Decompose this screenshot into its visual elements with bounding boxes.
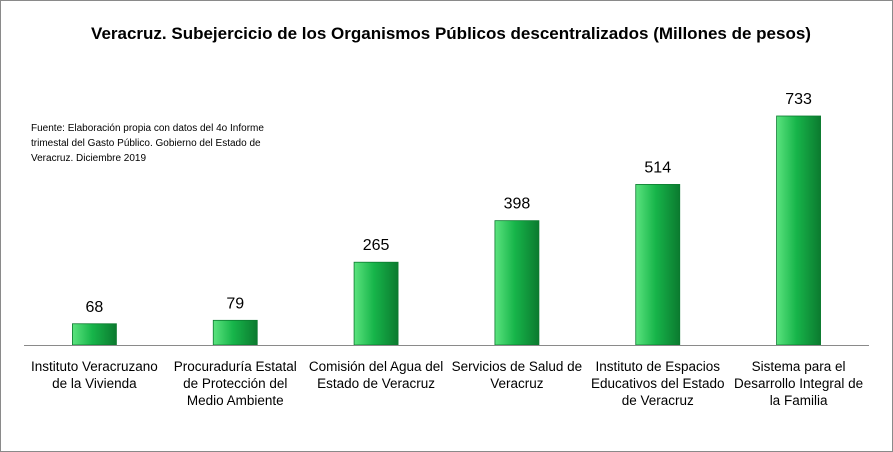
category-label-6: Sistema para el Desarrollo Integral de l… (734, 359, 864, 408)
chart-title: Veracruz. Subejercicio de los Organismos… (91, 24, 811, 43)
category-label-1: Instituto Veracruzano de la Vivienda (30, 359, 158, 391)
bar-1 (72, 323, 117, 346)
data-label-2: 79 (226, 295, 244, 312)
bar-4 (494, 220, 540, 346)
data-label-1: 68 (86, 299, 104, 316)
bar-2 (212, 319, 258, 346)
data-label-5: 514 (644, 159, 671, 176)
bar-3 (353, 261, 399, 346)
data-label-3: 265 (363, 237, 390, 254)
category-label-2: Procuraduría Estatal de Protección del M… (173, 359, 297, 408)
bar-6 (776, 115, 821, 346)
category-label-3: Comisión del Agua del Estado de Veracruz (308, 359, 444, 391)
category-label-5: Instituto de Espacios Educativos del Est… (590, 359, 725, 408)
bar-5 (635, 184, 681, 346)
category-label-4: Servicios de Salud de Veracruz (451, 359, 583, 391)
bars-layer: 68 79 265 398 514 733 (72, 91, 821, 346)
data-label-6: 733 (785, 91, 812, 108)
source-note: Fuente: Elaboración propia con datos del… (31, 123, 264, 164)
data-label-4: 398 (504, 196, 531, 213)
